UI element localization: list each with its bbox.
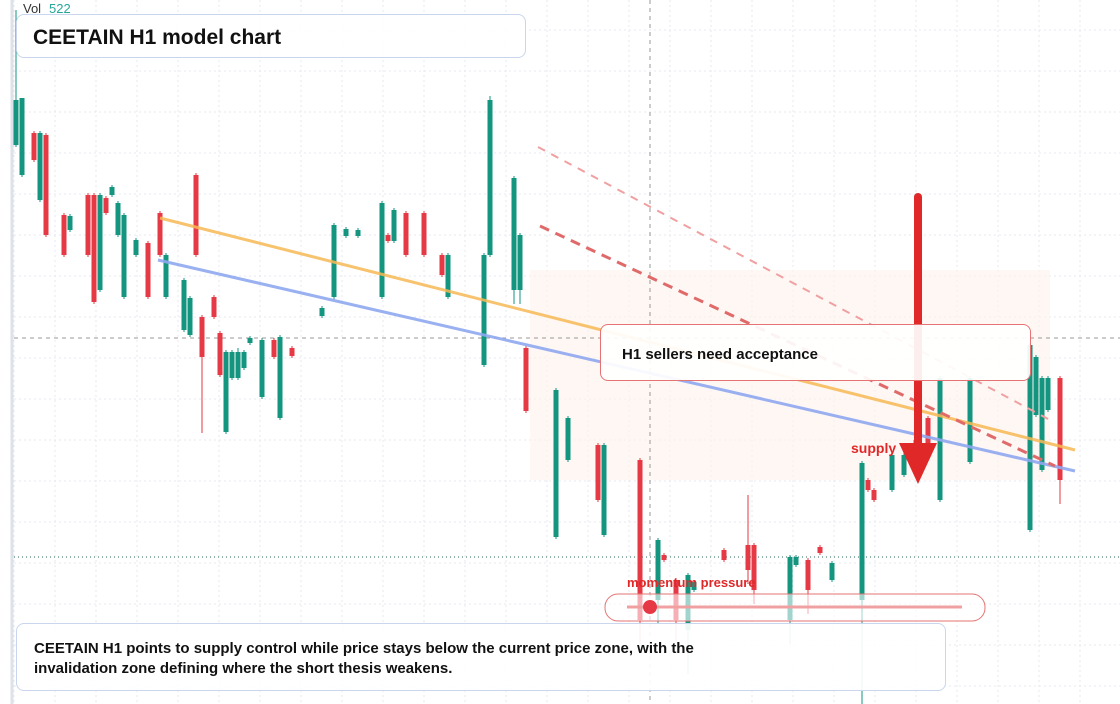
candle-body <box>487 100 493 255</box>
slider-knob <box>643 600 657 614</box>
candle-body <box>553 390 559 537</box>
candle-body <box>385 235 391 241</box>
candle-body <box>133 240 139 255</box>
candle-body <box>241 352 247 368</box>
candle-body <box>421 213 427 255</box>
candle-body <box>859 463 865 600</box>
candle-body <box>1045 378 1051 410</box>
candle-body <box>247 338 253 343</box>
candle-body <box>103 198 109 213</box>
candle-body <box>31 133 37 160</box>
candle-body <box>355 230 361 236</box>
candle-body <box>925 418 931 450</box>
candle-body <box>787 557 793 620</box>
candle-body <box>37 133 43 200</box>
candle-body <box>199 317 205 357</box>
candle-body <box>865 480 871 490</box>
candle-body <box>193 175 199 255</box>
candle-body <box>967 378 973 462</box>
candle-body <box>181 280 187 330</box>
momentum-label: momentum pressure <box>627 575 756 590</box>
candle-body <box>691 582 697 590</box>
candle-body <box>289 348 295 356</box>
candle-body <box>439 255 445 275</box>
candle-body <box>751 545 757 590</box>
candle-body <box>595 445 601 500</box>
candle-body <box>61 215 67 255</box>
candle-body <box>721 550 727 560</box>
callout-text: H1 sellers need acceptance <box>622 346 818 363</box>
candle-body <box>889 455 895 490</box>
candle-body <box>871 490 877 500</box>
candle-body <box>391 210 397 241</box>
candle-body <box>817 547 823 553</box>
summary-box: CEETAIN H1 points to supply control whil… <box>16 623 946 691</box>
candle-body <box>67 216 73 230</box>
candle-body <box>829 563 835 580</box>
candle-body <box>481 255 487 365</box>
candle-body <box>445 255 451 297</box>
summary: CEETAIN H1 points to supply control whil… <box>34 640 694 677</box>
candle-body <box>1039 378 1045 470</box>
candle-body <box>1057 378 1063 480</box>
candle-body <box>319 308 325 316</box>
arrow-head <box>899 443 937 484</box>
candle-body <box>745 545 751 570</box>
candle-body <box>901 455 907 475</box>
title-box: CEETAIN H1 model chart <box>16 14 526 58</box>
candle-body <box>229 352 235 378</box>
vol-value: 522 <box>49 1 71 16</box>
candle-body <box>523 348 529 411</box>
candle-body <box>517 235 523 290</box>
candle-body <box>85 195 91 255</box>
candle-body <box>793 557 799 565</box>
candle-body <box>121 215 127 297</box>
candle-body <box>565 418 571 460</box>
candle-body <box>379 203 385 297</box>
candle-body <box>211 297 217 317</box>
supply-label: supply <box>851 440 896 456</box>
candle-body <box>601 445 607 535</box>
candle-body <box>655 540 661 600</box>
candle-body <box>187 298 193 335</box>
candle-body <box>97 195 103 290</box>
candle-body <box>343 229 349 236</box>
candle-body <box>43 135 49 235</box>
candle-body <box>403 213 409 255</box>
candle-body <box>13 100 19 145</box>
candle-body <box>91 195 97 302</box>
vol-label: Vol <box>23 1 41 16</box>
candle-body <box>805 560 811 590</box>
callout: H1 sellers need acceptance <box>600 324 1031 381</box>
candle-body <box>235 352 241 378</box>
candle-body <box>217 333 223 375</box>
candle-body <box>259 340 265 397</box>
dashed-line <box>539 224 1056 468</box>
candle-body <box>1033 357 1039 415</box>
candle-body <box>223 352 229 432</box>
candle-body <box>277 337 283 418</box>
candle-body <box>145 243 151 297</box>
candle-body <box>271 340 277 357</box>
candle-body <box>637 460 643 620</box>
candle-body <box>19 98 25 175</box>
candle-body <box>511 178 517 290</box>
candle-body <box>163 255 169 297</box>
candle-body <box>109 187 115 195</box>
title: CEETAIN H1 model chart <box>33 26 282 49</box>
candle-body <box>157 213 163 255</box>
candle-body <box>115 203 121 235</box>
candle-body <box>661 555 667 560</box>
